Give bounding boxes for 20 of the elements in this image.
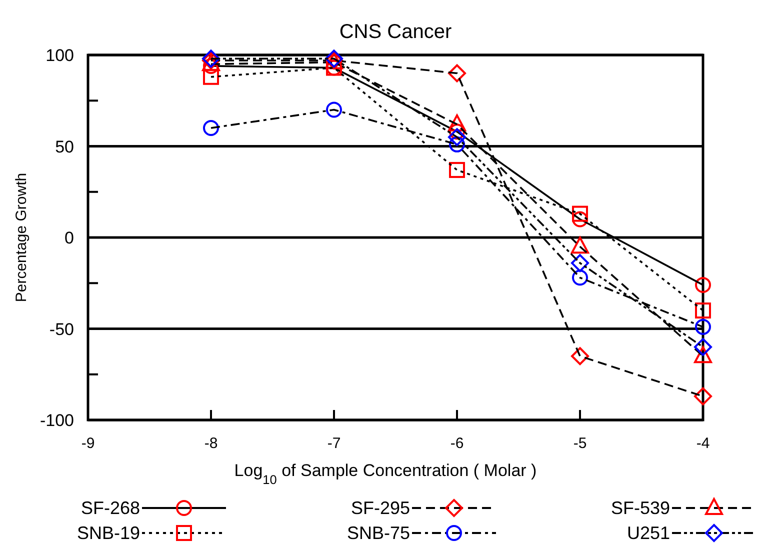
y-tick-label: 100 <box>46 46 74 65</box>
y-tick-label: 50 <box>55 137 74 156</box>
x-tick-label: -5 <box>573 435 587 452</box>
legend-label: SNB-19 <box>76 523 140 543</box>
y-tick-label: -100 <box>40 411 74 430</box>
x-tick-label: -6 <box>450 435 464 452</box>
x-tick-label: -9 <box>81 435 95 452</box>
y-tick-label: -50 <box>49 320 74 339</box>
x-tick-label: -4 <box>696 435 710 452</box>
x-tick-label: -7 <box>327 435 341 452</box>
legend-label: U251 <box>626 523 670 543</box>
y-axis-title: Percentage Growth <box>13 172 30 302</box>
legend-label: SF-295 <box>350 498 410 518</box>
legend-label: SF-539 <box>610 498 670 518</box>
chart-title: CNS Cancer <box>339 21 452 43</box>
y-tick-label: 0 <box>64 228 74 248</box>
legend-label: SNB-75 <box>346 523 410 543</box>
x-tick-label: -8 <box>204 435 218 452</box>
x-axis-title: Log$_{10}$ of Sample Concentration ( Molar ) <box>234 461 537 486</box>
legend-label: SF-268 <box>80 498 140 518</box>
